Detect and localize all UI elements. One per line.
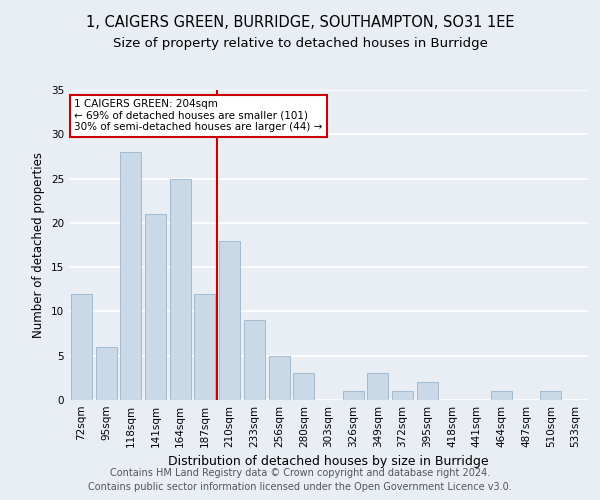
Text: Contains HM Land Registry data © Crown copyright and database right 2024.: Contains HM Land Registry data © Crown c… <box>110 468 490 477</box>
Bar <box>269 356 290 400</box>
Bar <box>343 391 364 400</box>
Bar <box>95 347 116 400</box>
Text: 1, CAIGERS GREEN, BURRIDGE, SOUTHAMPTON, SO31 1EE: 1, CAIGERS GREEN, BURRIDGE, SOUTHAMPTON,… <box>86 15 514 30</box>
Text: Size of property relative to detached houses in Burridge: Size of property relative to detached ho… <box>113 38 487 51</box>
Bar <box>417 382 438 400</box>
Bar <box>541 391 562 400</box>
Bar <box>392 391 413 400</box>
Text: Contains public sector information licensed under the Open Government Licence v3: Contains public sector information licen… <box>88 482 512 492</box>
Bar <box>120 152 141 400</box>
Bar <box>491 391 512 400</box>
Text: 1 CAIGERS GREEN: 204sqm
← 69% of detached houses are smaller (101)
30% of semi-d: 1 CAIGERS GREEN: 204sqm ← 69% of detache… <box>74 100 323 132</box>
Bar <box>71 294 92 400</box>
X-axis label: Distribution of detached houses by size in Burridge: Distribution of detached houses by size … <box>168 456 489 468</box>
Y-axis label: Number of detached properties: Number of detached properties <box>32 152 46 338</box>
Bar <box>194 294 215 400</box>
Bar <box>367 374 388 400</box>
Bar <box>293 374 314 400</box>
Bar <box>145 214 166 400</box>
Bar <box>170 178 191 400</box>
Bar <box>244 320 265 400</box>
Bar <box>219 240 240 400</box>
